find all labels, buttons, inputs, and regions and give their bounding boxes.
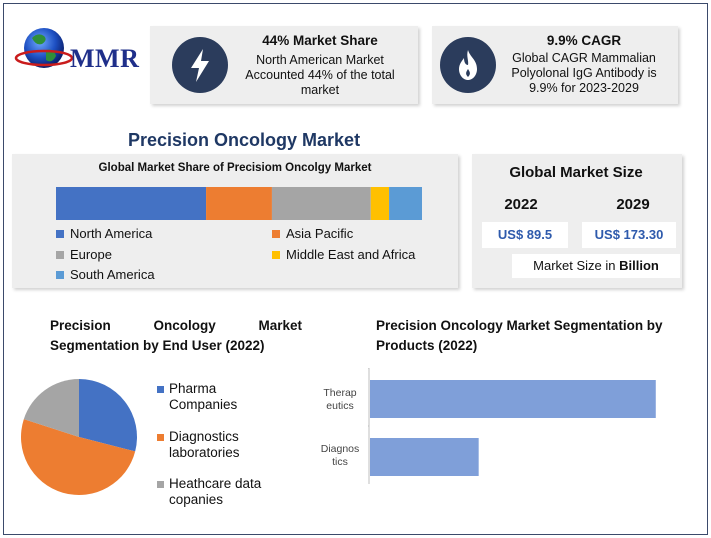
year-2029-label: 2029 xyxy=(616,196,650,213)
market-share-chart-card xyxy=(12,154,458,288)
legend-swatch xyxy=(157,481,164,488)
market-share-title: 44% Market Share xyxy=(262,33,378,48)
legend-label: Middle East and Africa xyxy=(286,247,416,262)
cagr-card: 9.9% CAGR Global CAGR Mammalian Polyolon… xyxy=(432,26,678,104)
share-segment-middle-east-and-africa xyxy=(370,187,390,220)
share-segment-south-america xyxy=(389,187,422,220)
flame-icon xyxy=(440,37,496,93)
pie-slice-pharma-companies xyxy=(79,379,137,452)
legend-label: South America xyxy=(70,267,155,282)
year-2022-label: 2022 xyxy=(504,196,538,213)
page-title: Precision Oncology Market xyxy=(128,130,361,150)
product-chart-title: Precision Oncology Market Segmentation b… xyxy=(376,316,686,356)
global-market-size-title: Global Market Size xyxy=(509,164,643,181)
end-user-chart-title: Precision Oncology Market Segmentation b… xyxy=(50,316,302,356)
category-label-diagnostics: Diagnos tics xyxy=(320,443,360,468)
legend-swatch xyxy=(56,229,64,238)
share-segment-asia-pacific xyxy=(206,187,272,220)
pie-legend-item-pharma-companies: Pharma Companies xyxy=(157,381,287,415)
lightning-bolt-icon xyxy=(172,37,228,93)
legend-item-south-america: South America xyxy=(56,267,155,282)
pie-legend-item-heathcare-data-copanies: Heathcare data copanies xyxy=(157,476,287,510)
legend-label: Asia Pacific xyxy=(286,226,354,241)
legend-item-north-america: North America xyxy=(56,226,152,241)
product-bar-chart xyxy=(368,368,656,484)
legend-swatch xyxy=(56,270,64,279)
bar-therapeutics xyxy=(370,380,656,418)
legend-item-asia-pacific: Asia Pacific xyxy=(272,226,353,241)
legend-label: Diagnostics laboratories xyxy=(169,429,240,460)
end-user-pie-chart xyxy=(20,379,137,496)
legend-label: Europe xyxy=(70,247,112,262)
market-size-unit-bold: Billion xyxy=(619,258,659,273)
legend-swatch xyxy=(157,386,164,393)
market-share-chart-title: Global Market Share of Precisiom Oncolgy… xyxy=(98,162,372,174)
legend-swatch xyxy=(272,229,280,238)
pie-legend-item-diagnostics-laboratories: Diagnostics laboratories xyxy=(157,429,287,463)
legend-label: North America xyxy=(70,226,153,241)
legend-swatch xyxy=(56,250,64,259)
bar-diagnostics xyxy=(370,438,479,476)
legend-label: Heathcare data copanies xyxy=(169,476,262,507)
pie-slice-heathcare-data-copanies xyxy=(23,379,79,437)
mmr-logo: MMR xyxy=(14,22,144,78)
share-segment-north-america xyxy=(56,187,207,220)
pie-slice-diagnostics-laboratories xyxy=(20,419,136,496)
market-size-2029-value: US$ 173.30 xyxy=(582,222,676,248)
legend-item-middle-east-and-africa: Middle East and Africa xyxy=(272,247,415,262)
share-segment-europe xyxy=(271,187,371,220)
market-size-unit-prefix: Market Size in xyxy=(533,258,620,273)
product-title-line-2: Products (2022) xyxy=(376,338,478,353)
product-title-line-1: Precision Oncology Market Segmentation b… xyxy=(376,318,663,333)
legend-item-europe: Europe xyxy=(56,247,112,262)
cagr-description: Global CAGR Mammalian Polyolonal IgG Ant… xyxy=(511,51,657,95)
end-user-title-line-1: Precision Oncology Market xyxy=(50,318,302,333)
infographic-frame xyxy=(3,3,708,535)
cagr-title: 9.9% CAGR xyxy=(546,33,622,48)
market-size-2022-value: US$ 89.5 xyxy=(482,222,568,248)
globe-icon xyxy=(14,28,74,68)
market-share-card: 44% Market Share North American Market A… xyxy=(150,26,418,104)
market-size-unit: Market Size in Billion xyxy=(512,254,680,278)
legend-label: Pharma Companies xyxy=(169,381,238,412)
market-share-description: North American Market Accounted 44% of t… xyxy=(245,53,395,97)
category-label-therapeutics: Therap eutics xyxy=(323,387,357,412)
logo-text: MMR xyxy=(70,44,140,73)
stacked-share-bar xyxy=(56,187,422,220)
legend-swatch xyxy=(157,434,164,441)
end-user-title-line-2: Segmentation by End User (2022) xyxy=(50,338,265,353)
legend-swatch xyxy=(272,250,280,259)
